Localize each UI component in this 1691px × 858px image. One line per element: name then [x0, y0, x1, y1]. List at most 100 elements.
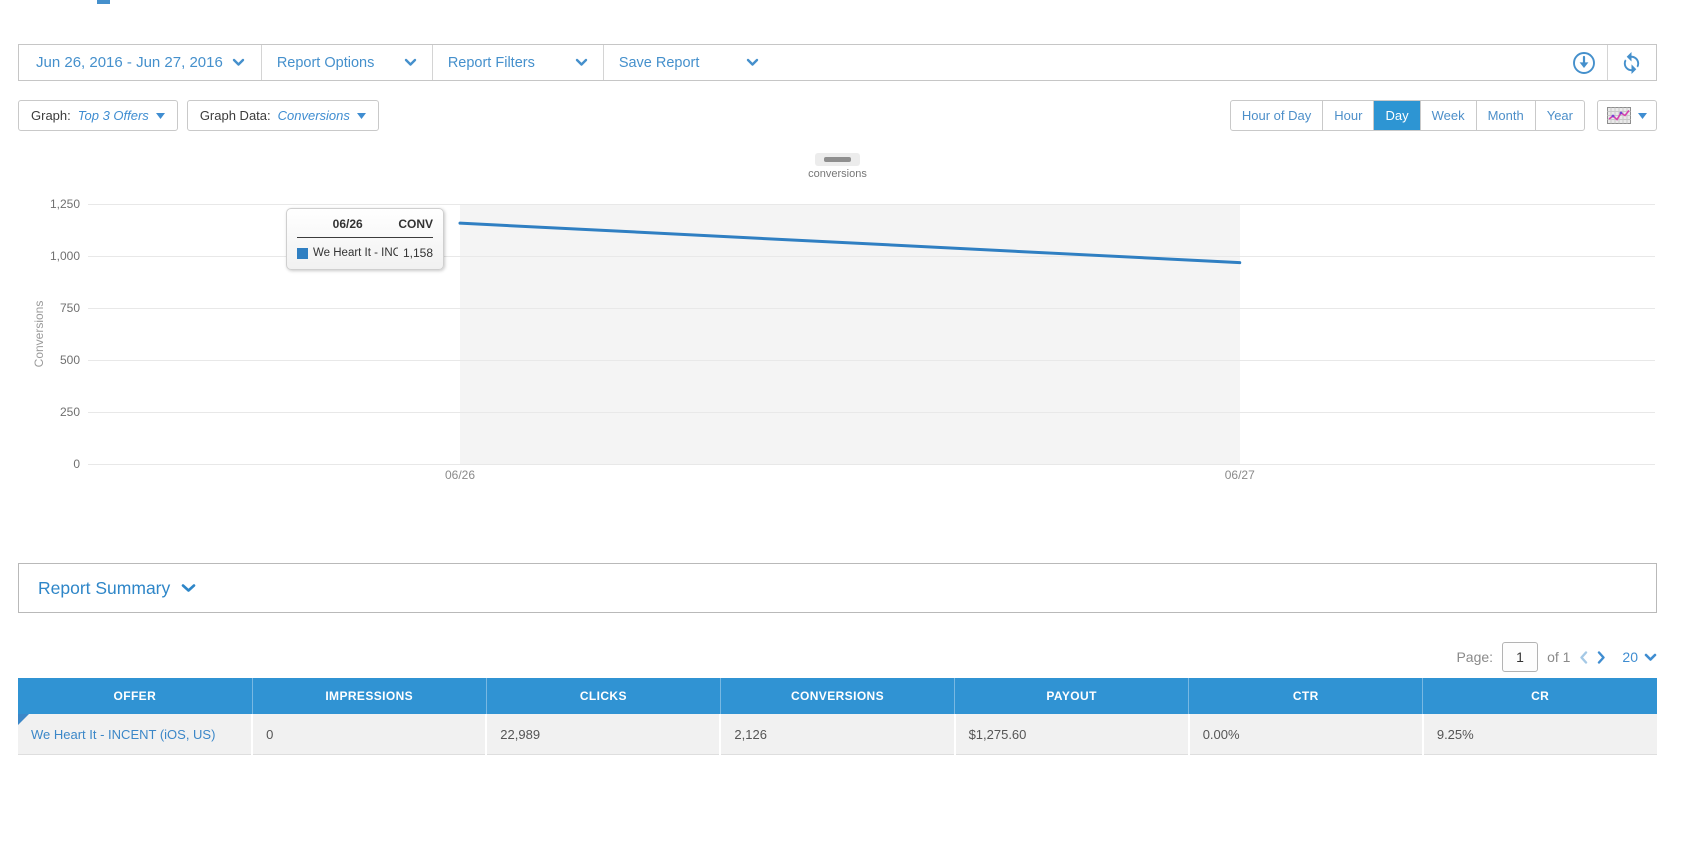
graph-data-selector-button[interactable]: Graph Data: Conversions: [186, 100, 379, 131]
tooltip-series-value: 1,158: [402, 246, 433, 260]
interval-button-group: Hour of Day Hour Day Week Month Year: [1229, 100, 1585, 131]
date-range-label: Jun 26, 2016 - Jun 27, 2016: [36, 54, 223, 71]
chart-type-button[interactable]: [1597, 100, 1657, 131]
download-button[interactable]: [1561, 45, 1607, 80]
chevron-down-icon: [1644, 653, 1657, 661]
table-header-row: OFFER IMPRESSIONS CLICKS CONVERSIONS PAYOUT C…: [18, 678, 1657, 714]
graph-controls-row: Graph: Top 3 Offers Graph Data: Conversi…: [18, 100, 1657, 131]
series-line: [458, 221, 1242, 265]
tooltip-header: 06/26 CONV: [297, 217, 433, 231]
column-header-cr[interactable]: CR: [1422, 678, 1657, 714]
chevron-left-icon: [1580, 650, 1588, 664]
tooltip-column-header: CONV: [398, 217, 433, 231]
toolbar-divider: [1607, 45, 1608, 80]
pagination: Page: of 1 20: [1456, 641, 1657, 673]
graph-label: Graph:: [31, 108, 71, 123]
interval-button-week[interactable]: Week: [1419, 101, 1476, 130]
offer-link[interactable]: We Heart It - INCENT (iOS, US): [31, 726, 216, 742]
y-gridline: [88, 203, 1655, 205]
conversions-chart: 0 250 500 750 1,000 1,250 06/26 06/27: [49, 197, 1655, 482]
chevron-down-icon: [181, 584, 196, 592]
next-page-button[interactable]: [1597, 650, 1606, 664]
cell-payout: $1,275.60: [953, 714, 1189, 755]
y-gridline: [88, 255, 1655, 257]
save-report-dropdown[interactable]: Save Report: [604, 45, 774, 80]
report-summary-title: Report Summary: [38, 577, 171, 598]
tooltip-series-row: We Heart It - INCENT (... 1,158: [297, 246, 433, 260]
interval-button-hour[interactable]: Hour: [1322, 101, 1373, 130]
column-header-clicks[interactable]: CLICKS: [485, 678, 721, 714]
toolbar-divider: [602, 45, 604, 80]
graph-value: Top 3 Offers: [77, 108, 149, 123]
page-size-dropdown[interactable]: 20: [1622, 649, 1657, 665]
table-row: We Heart It - INCENT (iOS, US) 0 22,989 2,1…: [18, 714, 1657, 755]
toolbar-divider: [431, 45, 433, 80]
y-axis-tick-label: 500: [59, 353, 80, 367]
y-axis-tick-label: 1,250: [49, 197, 80, 211]
clipped-nav-fragment: [97, 0, 110, 4]
x-axis-tick-label: 06/27: [1224, 468, 1255, 482]
cell-impressions: 0: [251, 714, 487, 755]
report-toolbar: Jun 26, 2016 - Jun 27, 2016 Report Optio…: [18, 44, 1657, 81]
page-of-label: of 1: [1547, 649, 1571, 665]
interval-button-day[interactable]: Day: [1373, 101, 1420, 130]
chevron-down-icon: [404, 58, 417, 66]
toolbar-divider: [260, 45, 262, 80]
refresh-button[interactable]: [1608, 45, 1654, 80]
column-header-offer[interactable]: OFFER: [18, 678, 253, 714]
drilldown-corner-icon: [18, 714, 29, 725]
y-axis-tick-label: 250: [59, 405, 80, 419]
page-label: Page:: [1456, 649, 1494, 665]
report-filters-dropdown[interactable]: Report Filters: [433, 45, 603, 80]
page-size-value: 20: [1622, 649, 1638, 665]
report-summary-toggle[interactable]: Report Summary: [18, 563, 1657, 613]
tooltip-series-name: We Heart It - INCENT (...: [313, 247, 398, 259]
interval-button-year[interactable]: Year: [1534, 101, 1584, 130]
previous-page-button[interactable]: [1579, 650, 1588, 664]
y-gridline: [88, 463, 1655, 465]
triangle-down-icon: [155, 112, 165, 119]
interval-button-month[interactable]: Month: [1475, 101, 1535, 130]
y-gridline: [88, 307, 1655, 309]
chevron-down-icon: [232, 58, 245, 66]
triangle-down-icon: [356, 112, 366, 119]
chart-legend-item[interactable]: conversions: [765, 149, 910, 180]
tooltip-date: 06/26: [332, 217, 363, 231]
date-range-selector[interactable]: Jun 26, 2016 - Jun 27, 2016: [19, 45, 261, 80]
interval-button-hour-of-day[interactable]: Hour of Day: [1241, 108, 1312, 123]
interval-controls: Hour of Day Hour Day Week Month Year: [1229, 100, 1657, 131]
cell-clicks: 22,989: [485, 714, 721, 755]
graph-selector-button[interactable]: Graph: Top 3 Offers: [18, 100, 178, 131]
series-color-swatch: [297, 247, 308, 259]
y-axis-tick-label: 750: [59, 301, 80, 315]
cell-offer: We Heart It - INCENT (iOS, US): [18, 714, 253, 755]
graph-data-value: Conversions: [277, 108, 350, 123]
y-axis-tick-label: 1,000: [49, 249, 80, 263]
chevron-down-icon: [746, 58, 759, 66]
download-icon: [1573, 51, 1595, 74]
cell-ctr: 0.00%: [1187, 714, 1423, 755]
tooltip-divider: [297, 237, 433, 238]
column-header-ctr[interactable]: CTR: [1188, 678, 1423, 714]
column-header-conversions[interactable]: CONVERSIONS: [719, 678, 955, 714]
mini-chart-icon: [1607, 107, 1631, 124]
chart-tooltip: 06/26 CONV We Heart It - INCENT (... 1,1…: [286, 208, 444, 270]
report-options-dropdown[interactable]: Report Options: [262, 45, 432, 80]
x-axis-tick-label: 06/26: [444, 468, 476, 482]
cell-cr: 9.25%: [1421, 714, 1657, 755]
y-axis-tick-label: 0: [73, 457, 80, 471]
report-summary-table: OFFER IMPRESSIONS CLICKS CONVERSIONS PAYOUT C…: [18, 678, 1657, 755]
legend-marker: [815, 153, 860, 166]
save-report-label: Save Report: [618, 54, 700, 71]
chevron-down-icon: [575, 58, 588, 66]
column-header-payout[interactable]: PAYOUT: [954, 678, 1189, 714]
triangle-down-icon: [1638, 112, 1647, 119]
graph-data-label: Graph Data:: [199, 108, 271, 123]
y-gridline: [88, 411, 1655, 413]
cell-conversions: 2,126: [719, 714, 955, 755]
y-gridline: [88, 359, 1655, 361]
column-header-impressions[interactable]: IMPRESSIONS: [251, 678, 487, 714]
page-number-input[interactable]: [1502, 642, 1539, 672]
chevron-right-icon: [1598, 650, 1606, 664]
